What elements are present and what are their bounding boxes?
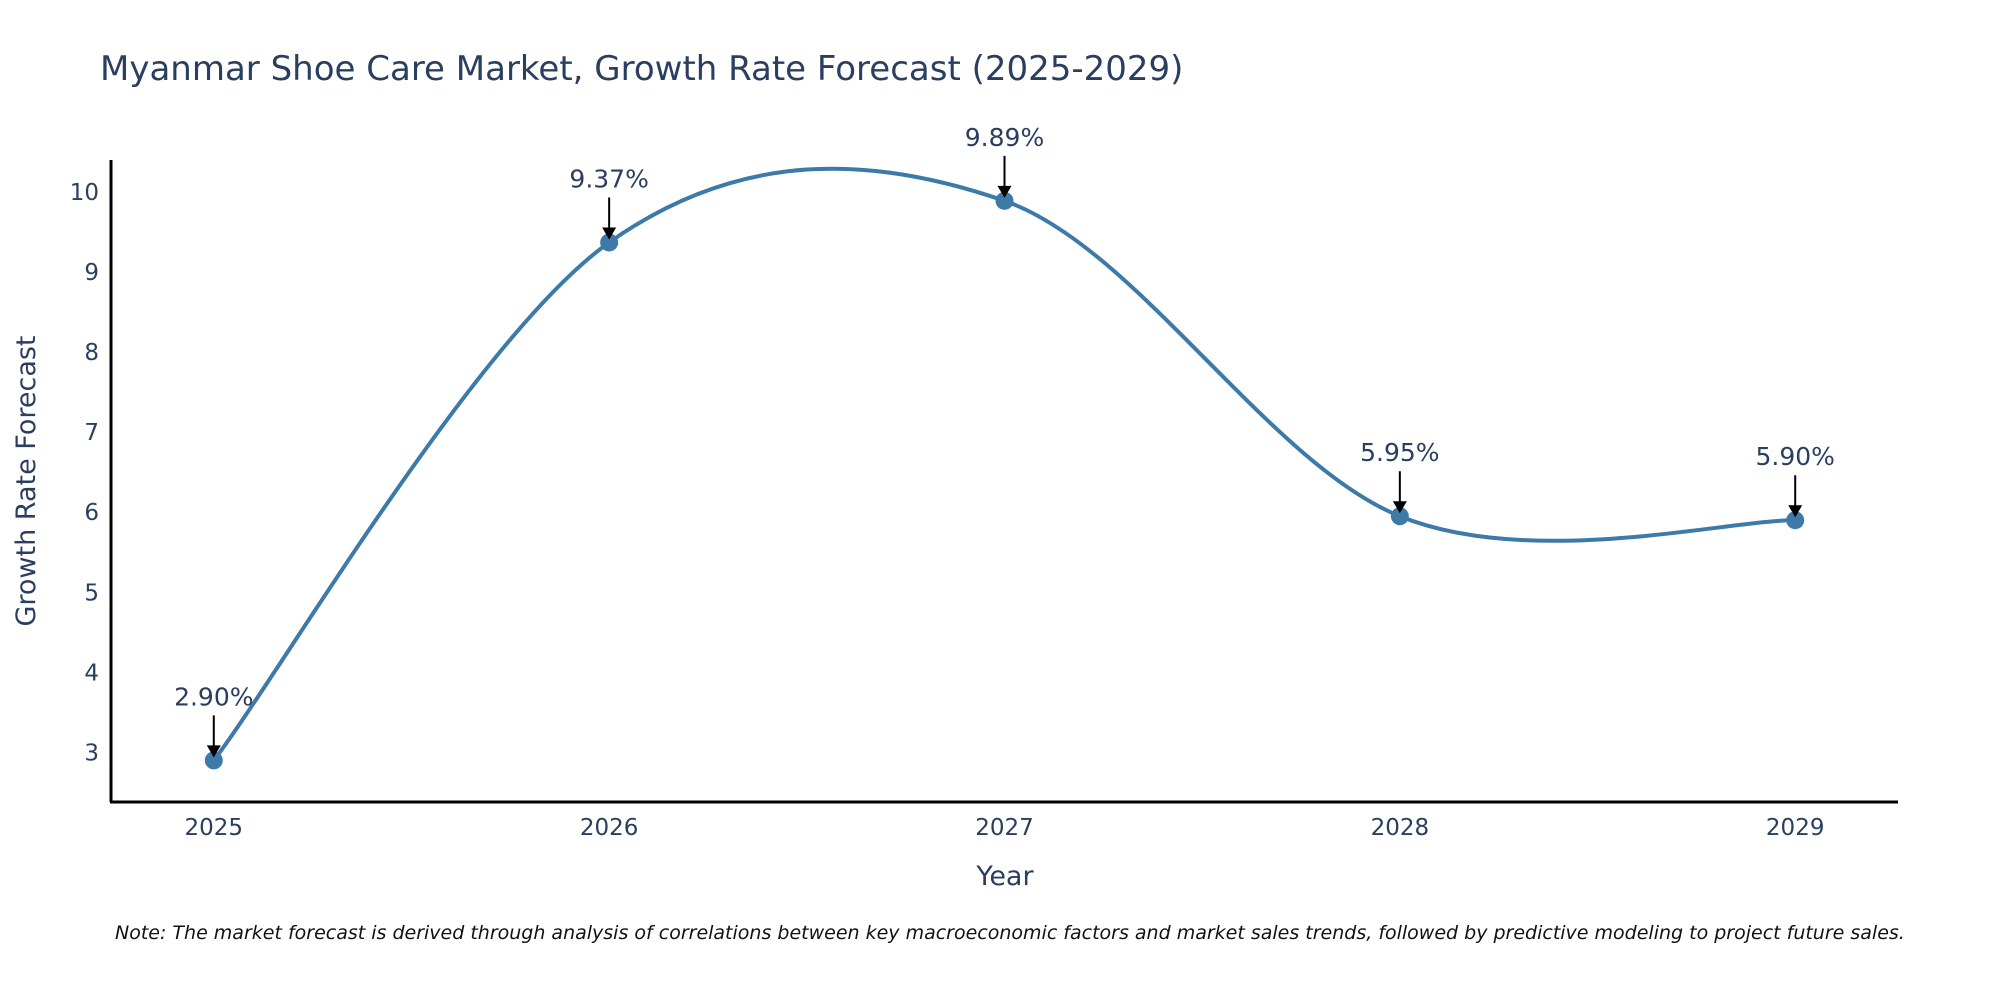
data-point-marker <box>204 751 223 770</box>
data-point-marker <box>600 233 619 252</box>
y-tick-label: 6 <box>84 500 99 526</box>
series-markers <box>204 191 1805 770</box>
x-tick-label: 2029 <box>1766 815 1825 841</box>
y-tick-label: 5 <box>84 580 99 606</box>
annotation-arrow-head <box>1392 501 1407 514</box>
annotation-arrow-head <box>602 227 617 240</box>
y-tick-label: 9 <box>84 260 99 286</box>
x-tick-label: 2028 <box>1371 815 1430 841</box>
x-tick-label: 2026 <box>580 815 639 841</box>
x-axis-ticks: 2025 2026 2027 2028 2029 <box>185 815 1825 841</box>
data-point-marker <box>1786 511 1805 530</box>
y-axis-ticks: 3 4 5 6 7 8 9 10 <box>70 180 99 766</box>
data-label: 5.90% <box>1755 442 1834 471</box>
data-annotations: 2.90% 9.37% 9.89% 5.95% 5.90% <box>174 123 1835 758</box>
y-tick-label: 8 <box>84 340 99 366</box>
y-tick-label: 10 <box>70 180 99 206</box>
x-tick-label: 2027 <box>975 815 1034 841</box>
data-label: 2.90% <box>174 682 253 711</box>
chart-title: Myanmar Shoe Care Market, Growth Rate Fo… <box>100 49 1183 89</box>
footnote: Note: The market forecast is derived thr… <box>115 922 1905 944</box>
data-label: 9.37% <box>569 164 648 193</box>
data-point-marker <box>995 191 1014 210</box>
series-line-growth-rate <box>212 166 1796 762</box>
annotation-arrow-head <box>997 185 1012 198</box>
data-point-marker <box>1390 507 1409 526</box>
x-tick-label: 2025 <box>185 815 244 841</box>
data-label: 5.95% <box>1360 438 1439 467</box>
data-label: 9.89% <box>965 123 1044 152</box>
y-tick-label: 3 <box>84 740 99 766</box>
y-axis-title: Growth Rate Forecast <box>11 335 42 626</box>
y-tick-label: 4 <box>84 660 99 686</box>
annotation-arrow-head <box>1788 505 1803 518</box>
annotation-arrow-head <box>206 745 221 758</box>
x-axis-title: Year <box>975 861 1034 892</box>
y-tick-label: 7 <box>84 420 99 446</box>
